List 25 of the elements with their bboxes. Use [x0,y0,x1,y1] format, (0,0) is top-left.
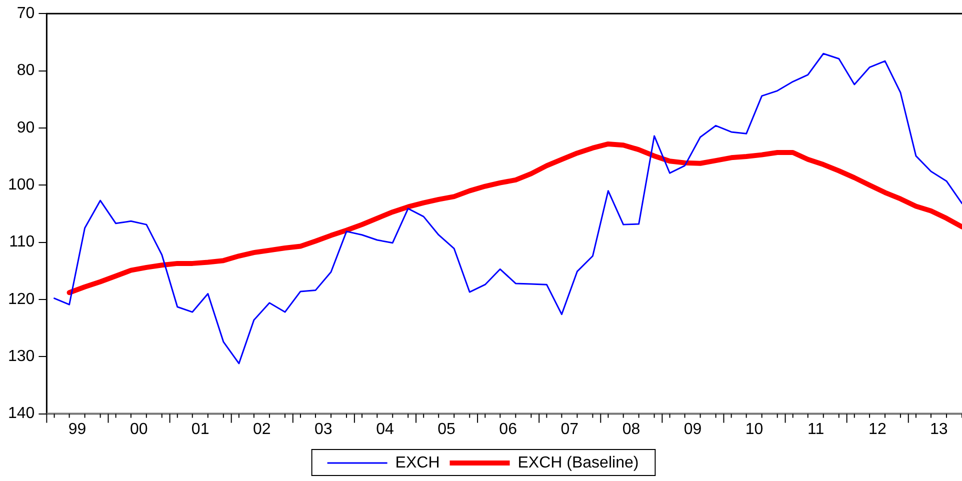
x-tick-label: 00 [130,420,148,438]
x-tick-label: 10 [745,420,764,438]
y-tick-label: 70 [16,5,35,22]
x-tick-label: 12 [868,420,886,438]
x-tick-label: 03 [314,420,332,438]
y-tick-label: 140 [8,405,35,422]
y-tick-label: 130 [8,348,35,366]
x-tick-label: 13 [930,420,948,438]
y-tick-label: 120 [8,290,35,308]
y-tick-label: 100 [8,176,35,194]
y-tick-label: 90 [16,119,35,136]
x-tick-label: 02 [252,420,271,438]
y-tick-label: 110 [9,234,35,251]
legend-label: EXCH [395,454,440,472]
x-tick-label: 99 [68,420,86,438]
x-tick-label: 07 [560,420,579,438]
legend-label: EXCH (Baseline) [518,454,639,472]
x-tick-label: 04 [376,420,394,438]
x-tick-label: 05 [438,420,456,438]
x-tick-label: 01 [191,420,210,438]
x-tick-label: 09 [684,420,702,438]
x-tick-label: 06 [499,420,518,438]
x-tick-label: 11 [807,420,824,438]
y-tick-label: 80 [16,62,35,80]
x-tick-label: 08 [622,420,640,438]
